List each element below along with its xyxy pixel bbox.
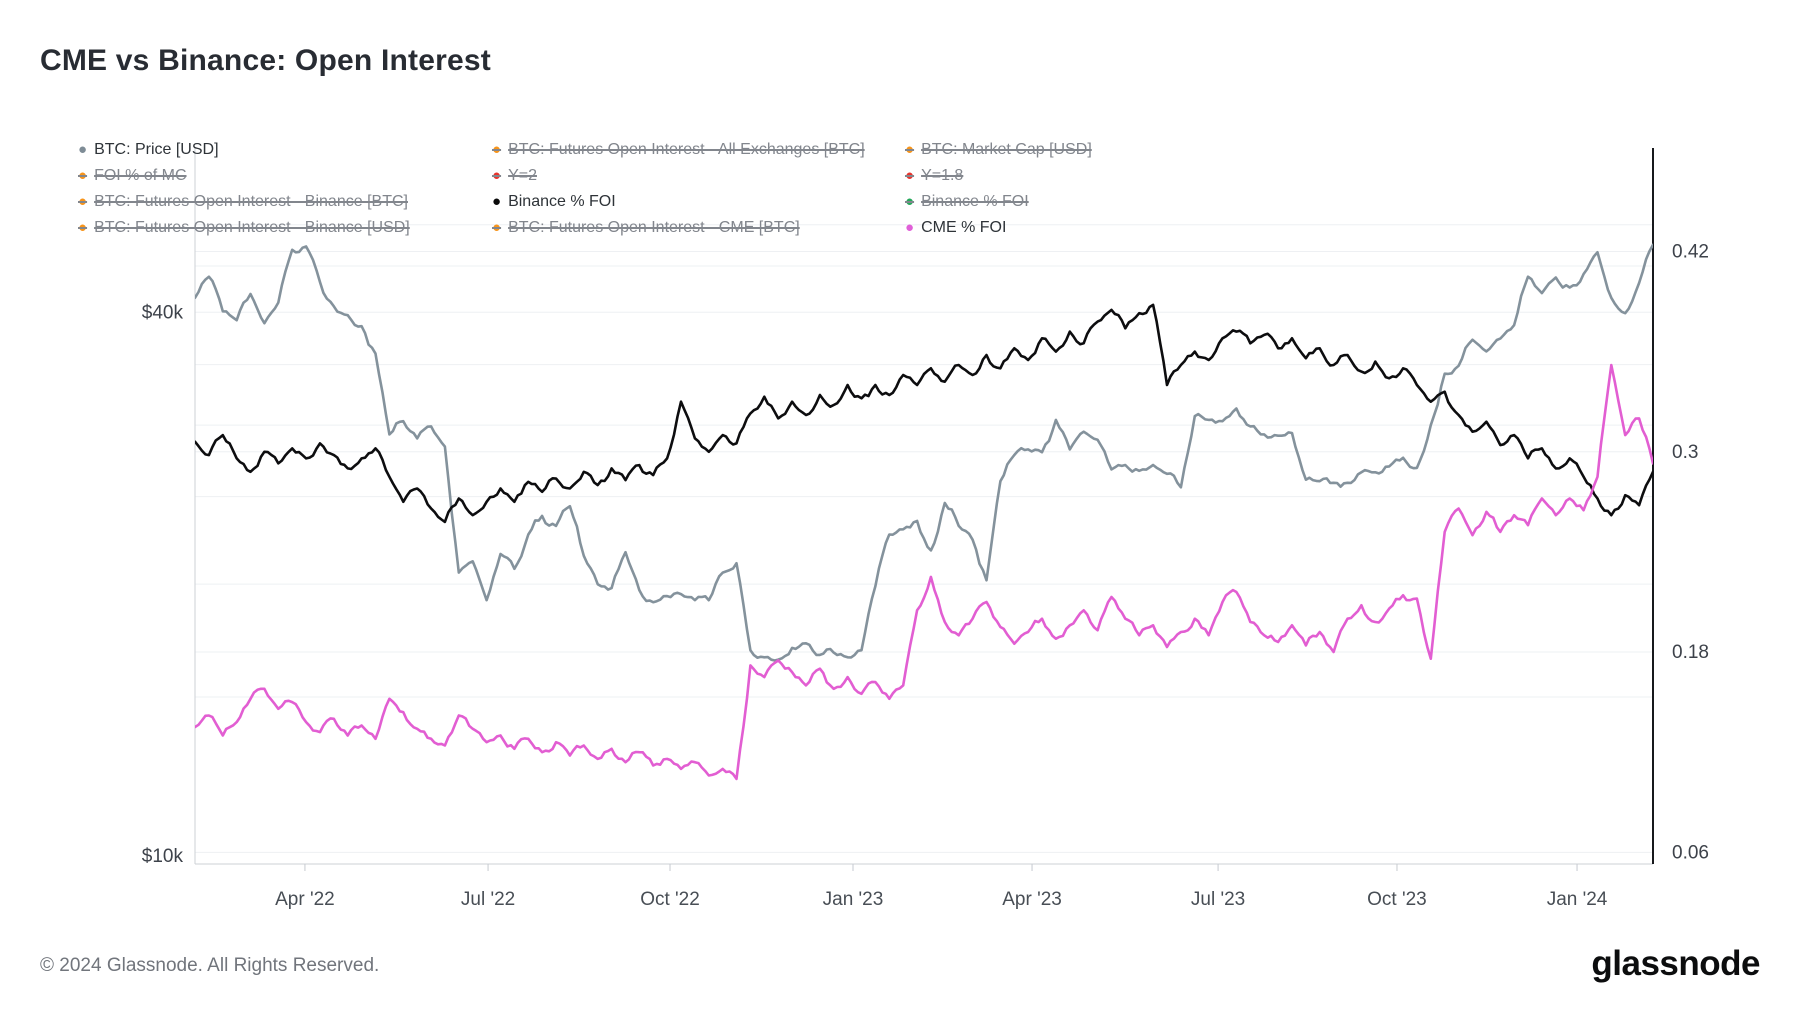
legend-item-label: BTC: Futures Open Interest - CME [BTC] (508, 219, 800, 236)
chart-legend: ● BTC: Price [USD] ● FOI % of MC ● BTC: Futur… (78, 137, 1092, 241)
legend-item[interactable]: ● BTC: Futures Open Interest - All Exchan… (492, 141, 905, 159)
legend-item[interactable]: ● Binance % FOI (492, 193, 905, 211)
y-axis-label-right: 0.3 (1672, 442, 1698, 463)
legend-item[interactable]: ● Y=2 (492, 167, 905, 185)
legend-marker-icon: ● (905, 167, 915, 184)
legend-marker-icon: ● (492, 167, 502, 184)
series-line-btc-price-usd- (195, 243, 1653, 662)
x-axis-label: Apr '23 (1002, 889, 1062, 910)
legend-marker-icon: ● (492, 193, 502, 210)
legend-item-label: Y=2 (508, 167, 537, 184)
legend-item[interactable]: ● Binance % FOI (905, 193, 1092, 211)
x-axis-label: Jul '23 (1191, 889, 1245, 910)
series-line-binance-foi (195, 303, 1653, 524)
legend-item-label: BTC: Price [USD] (94, 141, 219, 158)
y-axis-label-left: $40k (142, 302, 184, 323)
legend-item-label: Binance % FOI (921, 193, 1029, 210)
legend-marker-icon: ● (905, 141, 915, 158)
axis-frame (194, 148, 1654, 865)
y-axis-label-right: 0.18 (1672, 642, 1709, 663)
y-axis-label-right: 0.06 (1672, 842, 1709, 863)
page-title: CME vs Binance: Open Interest (40, 44, 491, 77)
legend-item-label: BTC: Futures Open Interest - Binance [US… (94, 219, 410, 236)
footer-copyright: © 2024 Glassnode. All Rights Reserved. (40, 955, 380, 976)
legend-marker-icon: ● (78, 167, 88, 184)
legend-item[interactable]: ● BTC: Futures Open Interest - CME [BTC] (492, 219, 905, 237)
legend-item[interactable]: ● Y=1.8 (905, 167, 1092, 185)
x-axis-label: Apr '22 (275, 889, 335, 910)
legend-marker-icon: ● (78, 141, 88, 158)
legend-marker-icon: ● (78, 219, 88, 236)
gridlines (195, 224, 1653, 853)
legend-marker-icon: ● (492, 141, 502, 158)
legend-item[interactable]: ● BTC: Futures Open Interest - Binance [B… (78, 193, 492, 211)
x-axis-label: Oct '22 (640, 889, 700, 910)
legend-item[interactable]: ● BTC: Futures Open Interest - Binance [U… (78, 219, 492, 237)
legend-marker-icon: ● (905, 193, 915, 210)
x-axis-label: Oct '23 (1367, 889, 1427, 910)
x-axis-label: Jan '24 (1547, 889, 1608, 910)
legend-item[interactable]: ● FOI % of MC (78, 167, 492, 185)
legend-item-label: BTC: Futures Open Interest - All Exchang… (508, 141, 865, 158)
legend-item-label: Y=1.8 (921, 167, 964, 184)
legend-item[interactable]: ● BTC: Price [USD] (78, 141, 492, 159)
series-line-cme-foi (195, 363, 1653, 781)
legend-marker-icon: ● (78, 193, 88, 210)
x-axis-label: Jan '23 (823, 889, 884, 910)
y-axis-label-left: $10k (142, 846, 184, 867)
legend-item-label: FOI % of MC (94, 167, 187, 184)
legend-item[interactable]: ● BTC: Market Cap [USD] (905, 141, 1092, 159)
y-axis-label-right: 0.42 (1672, 241, 1709, 262)
legend-item-label: BTC: Market Cap [USD] (921, 141, 1092, 158)
legend-item[interactable]: ● CME % FOI (905, 219, 1092, 237)
x-axis-label: Jul '22 (461, 889, 515, 910)
legend-item-label: CME % FOI (921, 219, 1007, 236)
legend-marker-icon: ● (905, 219, 915, 236)
legend-marker-icon: ● (492, 219, 502, 236)
legend-item-label: Binance % FOI (508, 193, 616, 210)
legend-item-label: BTC: Futures Open Interest - Binance [BT… (94, 193, 408, 210)
glassnode-logo: glassnode (1591, 944, 1760, 983)
